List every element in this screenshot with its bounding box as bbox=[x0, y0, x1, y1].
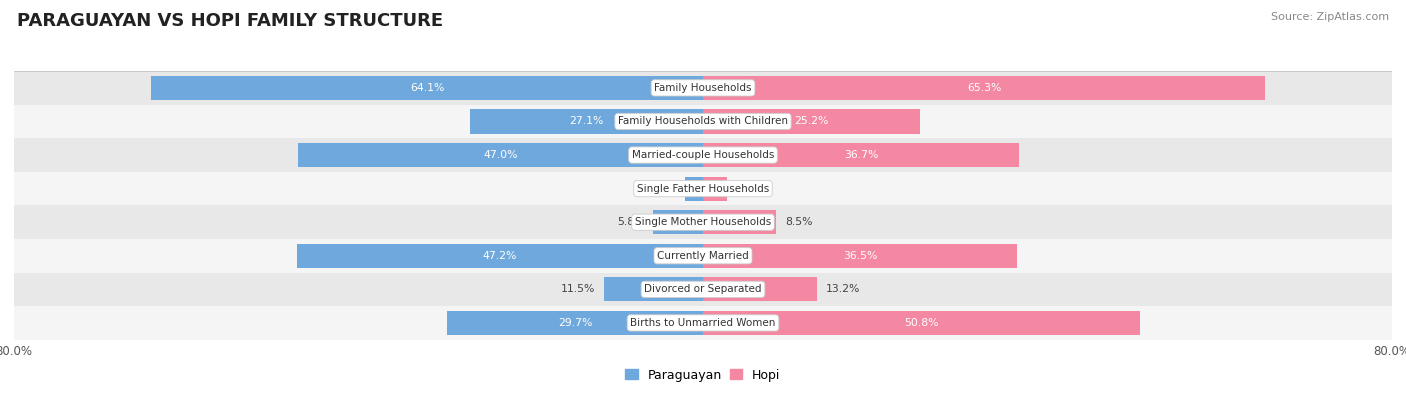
Text: 47.2%: 47.2% bbox=[482, 251, 517, 261]
Text: Family Households with Children: Family Households with Children bbox=[619, 117, 787, 126]
Bar bbox=[14, 138, 1392, 172]
Bar bbox=[652, 210, 703, 234]
Bar bbox=[150, 76, 703, 100]
Text: 47.0%: 47.0% bbox=[484, 150, 517, 160]
Text: 36.7%: 36.7% bbox=[844, 150, 879, 160]
Bar bbox=[14, 205, 1392, 239]
Text: 65.3%: 65.3% bbox=[967, 83, 1001, 93]
Text: Births to Unmarried Women: Births to Unmarried Women bbox=[630, 318, 776, 328]
Bar bbox=[14, 239, 1392, 273]
Text: 13.2%: 13.2% bbox=[825, 284, 859, 294]
Bar bbox=[703, 177, 727, 201]
Bar bbox=[703, 76, 1265, 100]
Bar bbox=[703, 277, 817, 301]
Text: 64.1%: 64.1% bbox=[409, 83, 444, 93]
Legend: Paraguayan, Hopi: Paraguayan, Hopi bbox=[626, 369, 780, 382]
Bar bbox=[14, 273, 1392, 306]
Text: 27.1%: 27.1% bbox=[569, 117, 603, 126]
Bar bbox=[703, 143, 1019, 167]
Text: 2.8%: 2.8% bbox=[735, 184, 763, 194]
Bar bbox=[298, 143, 703, 167]
Text: Family Households: Family Households bbox=[654, 83, 752, 93]
Text: 11.5%: 11.5% bbox=[561, 284, 595, 294]
Bar bbox=[703, 244, 1018, 268]
Bar bbox=[470, 109, 703, 134]
Bar bbox=[703, 109, 920, 134]
Text: 8.5%: 8.5% bbox=[785, 217, 813, 227]
Text: Single Mother Households: Single Mother Households bbox=[636, 217, 770, 227]
Bar bbox=[14, 71, 1392, 105]
Bar bbox=[703, 311, 1140, 335]
Text: 50.8%: 50.8% bbox=[904, 318, 939, 328]
Text: Divorced or Separated: Divorced or Separated bbox=[644, 284, 762, 294]
Text: PARAGUAYAN VS HOPI FAMILY STRUCTURE: PARAGUAYAN VS HOPI FAMILY STRUCTURE bbox=[17, 12, 443, 30]
Text: 5.8%: 5.8% bbox=[617, 217, 644, 227]
Text: 29.7%: 29.7% bbox=[558, 318, 592, 328]
Bar bbox=[605, 277, 703, 301]
Bar bbox=[685, 177, 703, 201]
Bar bbox=[14, 306, 1392, 340]
Text: 25.2%: 25.2% bbox=[794, 117, 828, 126]
Text: Single Father Households: Single Father Households bbox=[637, 184, 769, 194]
Bar bbox=[14, 105, 1392, 138]
Text: 2.1%: 2.1% bbox=[648, 184, 676, 194]
Bar bbox=[703, 210, 776, 234]
Text: 36.5%: 36.5% bbox=[844, 251, 877, 261]
Bar bbox=[14, 172, 1392, 205]
Text: Married-couple Households: Married-couple Households bbox=[631, 150, 775, 160]
Text: Source: ZipAtlas.com: Source: ZipAtlas.com bbox=[1271, 12, 1389, 22]
Text: Currently Married: Currently Married bbox=[657, 251, 749, 261]
Bar bbox=[447, 311, 703, 335]
Bar bbox=[297, 244, 703, 268]
